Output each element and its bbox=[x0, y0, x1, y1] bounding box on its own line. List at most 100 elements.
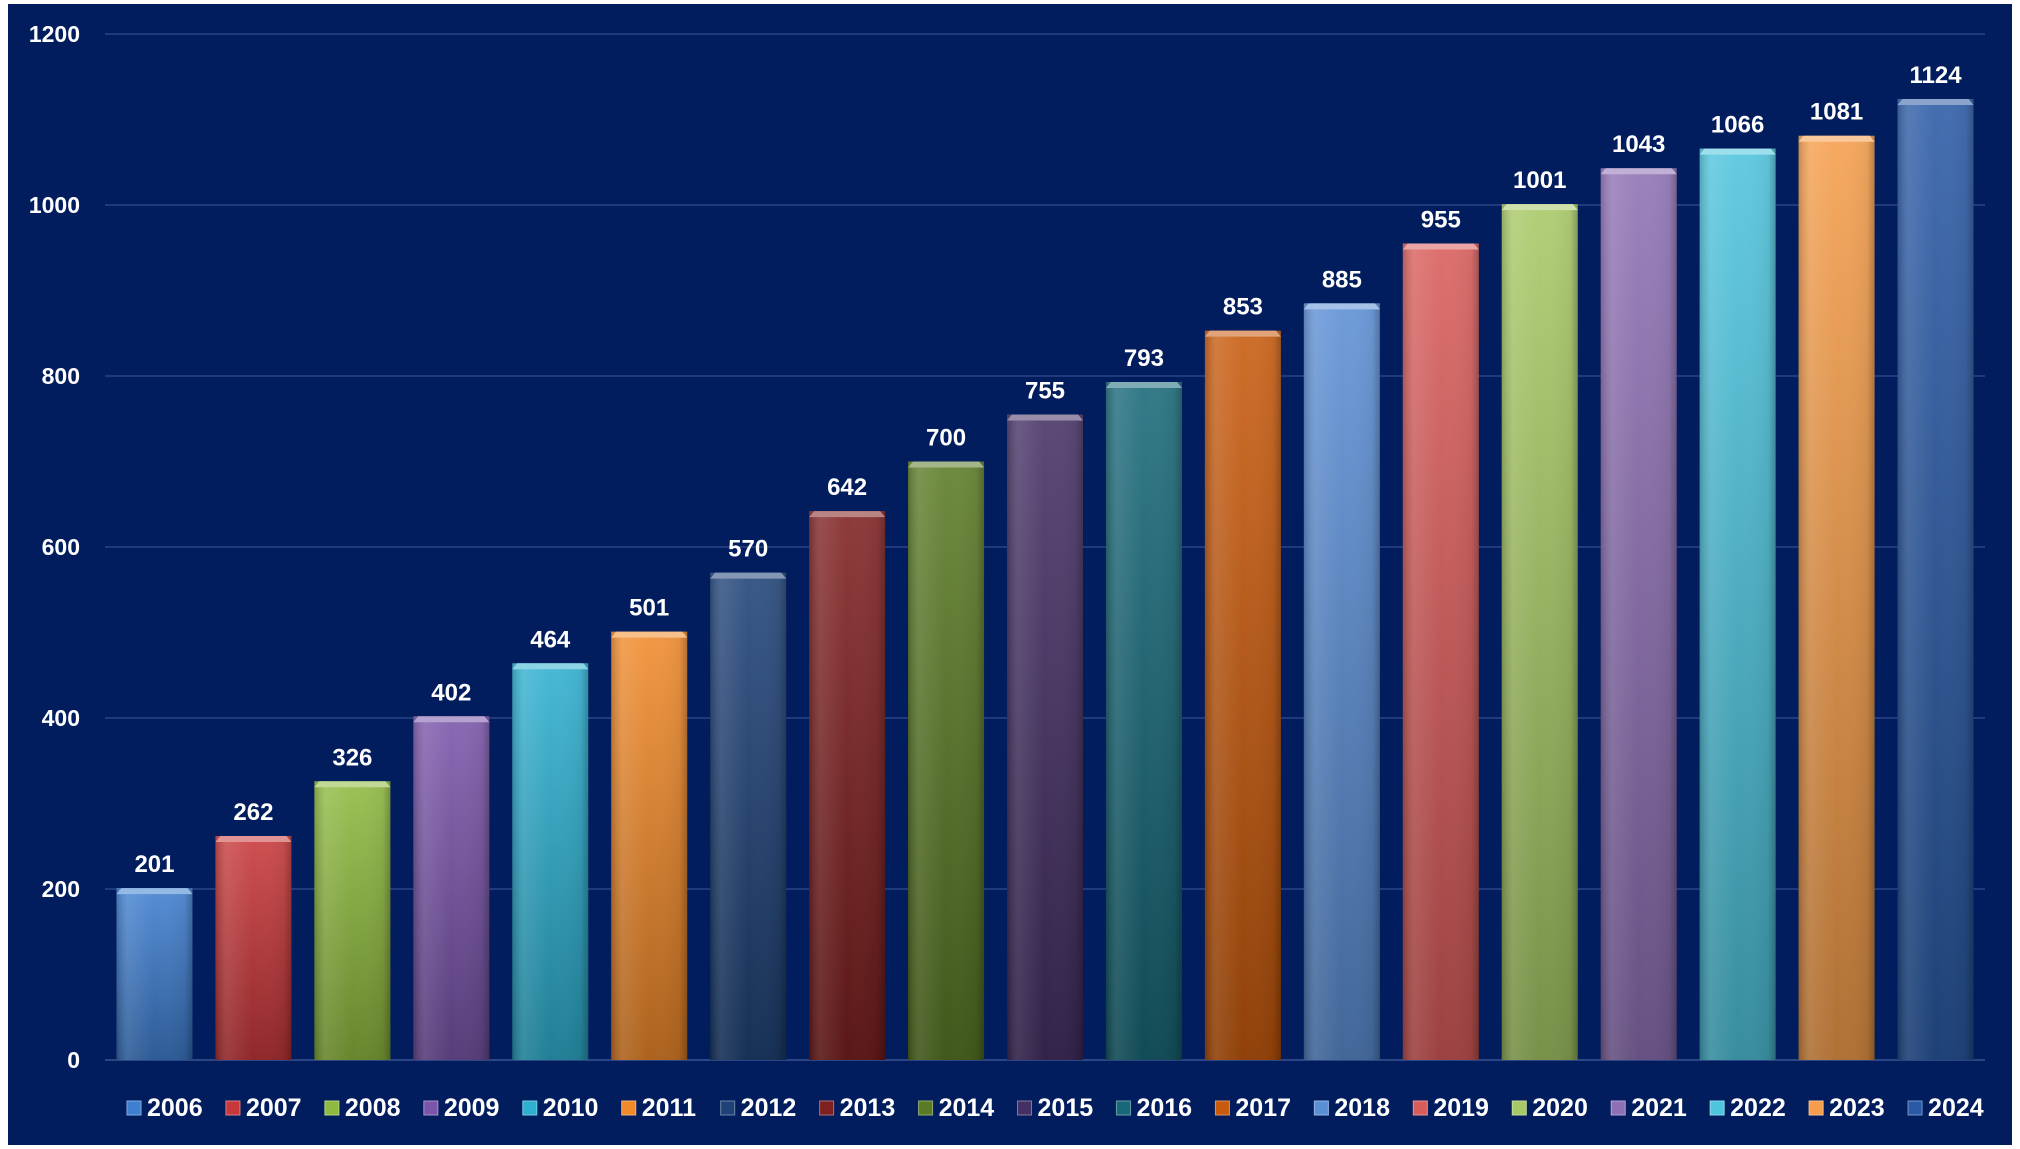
bar-2015 bbox=[1007, 414, 1083, 1061]
bar-2023 bbox=[1798, 135, 1875, 1060]
bar-sheen bbox=[1798, 135, 1875, 1060]
bar-sheen bbox=[215, 835, 292, 1060]
data-label: 326 bbox=[332, 744, 372, 771]
legend-item-2016: 2016 bbox=[1115, 1094, 1192, 1122]
legend-swatch bbox=[225, 1100, 241, 1116]
bar-2011 bbox=[611, 631, 688, 1060]
data-label: 853 bbox=[1223, 294, 1263, 321]
legend-item-2007: 2007 bbox=[225, 1094, 302, 1122]
bar-sheen bbox=[1699, 148, 1776, 1060]
legend-item-2024: 2024 bbox=[1907, 1094, 1984, 1122]
y-tick-label: 200 bbox=[42, 876, 80, 902]
legend-label: 2018 bbox=[1334, 1094, 1390, 1122]
legend-label: 2022 bbox=[1730, 1094, 1786, 1122]
y-tick-label: 600 bbox=[42, 534, 80, 560]
bar-cap bbox=[1600, 168, 1677, 175]
legend-label: 2007 bbox=[246, 1094, 302, 1122]
legend-swatch bbox=[1313, 1100, 1329, 1116]
bar-sheen bbox=[908, 461, 985, 1060]
bar-sheen bbox=[1501, 204, 1578, 1060]
y-tick-label: 400 bbox=[42, 705, 80, 731]
legend-label: 2020 bbox=[1532, 1094, 1588, 1122]
bar-sheen bbox=[1303, 303, 1380, 1060]
legend-item-2015: 2015 bbox=[1017, 1094, 1094, 1122]
legend-label: 2012 bbox=[741, 1094, 797, 1122]
data-label: 793 bbox=[1124, 345, 1164, 372]
bars bbox=[116, 98, 1974, 1061]
y-axis-tick-labels: 0 200 400 600 800 1000 1200 bbox=[29, 21, 80, 1073]
data-label: 700 bbox=[926, 425, 966, 452]
data-label: 464 bbox=[530, 626, 571, 653]
data-label: 262 bbox=[233, 799, 273, 826]
data-label: 1066 bbox=[1711, 112, 1764, 139]
bar-cap bbox=[413, 716, 490, 723]
bar-2009 bbox=[413, 716, 490, 1060]
legend-item-2008: 2008 bbox=[324, 1094, 401, 1122]
bar-cap bbox=[1402, 243, 1479, 250]
legend-label: 2023 bbox=[1829, 1094, 1885, 1122]
bar-2021 bbox=[1600, 168, 1677, 1061]
bar-sheen bbox=[116, 888, 193, 1060]
legend-label: 2013 bbox=[840, 1094, 896, 1122]
legend-swatch bbox=[1017, 1100, 1033, 1116]
bar-cap bbox=[710, 572, 787, 579]
legend-item-2023: 2023 bbox=[1808, 1094, 1885, 1122]
legend-swatch bbox=[720, 1100, 736, 1116]
bar-sheen bbox=[1204, 330, 1281, 1060]
data-label: 501 bbox=[629, 595, 669, 622]
legend-label: 2011 bbox=[642, 1094, 696, 1122]
legend: 2006 2007 2008 2009 2010 2011 2012 2013 2014 2015… bbox=[126, 1094, 1984, 1122]
legend-item-2014: 2014 bbox=[918, 1094, 994, 1122]
data-label: 402 bbox=[431, 679, 471, 706]
legend-item-2018: 2018 bbox=[1313, 1094, 1390, 1122]
data-label: 885 bbox=[1322, 266, 1362, 293]
bar-cap bbox=[611, 631, 688, 638]
data-label: 1001 bbox=[1513, 167, 1566, 194]
bar-sheen bbox=[809, 511, 886, 1061]
legend-item-2020: 2020 bbox=[1511, 1094, 1588, 1122]
bar-2012 bbox=[710, 572, 787, 1060]
legend-label: 2015 bbox=[1038, 1094, 1094, 1122]
bar-sheen bbox=[1007, 414, 1083, 1061]
legend-label: 2006 bbox=[147, 1094, 203, 1122]
data-label: 642 bbox=[827, 474, 867, 501]
y-tick-label: 800 bbox=[42, 363, 80, 389]
y-tick-label: 1000 bbox=[29, 192, 80, 218]
data-label: 755 bbox=[1025, 377, 1065, 404]
legend-swatch bbox=[819, 1100, 835, 1116]
legend-item-2012: 2012 bbox=[720, 1094, 797, 1122]
bar-2008 bbox=[314, 781, 391, 1060]
bar-cap bbox=[512, 663, 589, 670]
legend-label: 2010 bbox=[543, 1094, 599, 1122]
bar-cap bbox=[1204, 330, 1281, 337]
legend-swatch bbox=[1808, 1100, 1824, 1116]
bar-2016 bbox=[1105, 381, 1182, 1060]
legend-item-2006: 2006 bbox=[126, 1094, 203, 1122]
legend-label: 2021 bbox=[1631, 1094, 1687, 1122]
bar-cap bbox=[809, 511, 886, 518]
bar-cap bbox=[1798, 135, 1875, 142]
bar-2014 bbox=[908, 461, 985, 1060]
bar-2007 bbox=[215, 835, 292, 1060]
bar-sheen bbox=[413, 716, 490, 1060]
bar-sheen bbox=[710, 572, 787, 1060]
bar-cap bbox=[908, 461, 985, 468]
legend-label: 2016 bbox=[1136, 1094, 1192, 1122]
data-label: 1043 bbox=[1612, 131, 1665, 158]
legend-swatch bbox=[1709, 1100, 1725, 1116]
bar-cap bbox=[1303, 303, 1380, 310]
data-labels: 201 262 326 402 464 501 570 642 700 755 793 853 885 9… bbox=[134, 62, 1962, 878]
legend-swatch bbox=[1115, 1100, 1131, 1116]
bar-2010 bbox=[512, 663, 589, 1060]
legend-swatch bbox=[423, 1100, 439, 1116]
bar-cap bbox=[1699, 148, 1776, 155]
bar-2020 bbox=[1501, 204, 1578, 1060]
data-label: 201 bbox=[134, 851, 174, 878]
data-label: 1081 bbox=[1810, 99, 1863, 126]
bar-2018 bbox=[1303, 303, 1380, 1060]
legend-label: 2017 bbox=[1235, 1094, 1291, 1122]
legend-label: 2009 bbox=[444, 1094, 500, 1122]
bar-sheen bbox=[1402, 243, 1479, 1061]
bar-cap bbox=[1501, 204, 1578, 211]
bar-sheen bbox=[1897, 98, 1974, 1061]
